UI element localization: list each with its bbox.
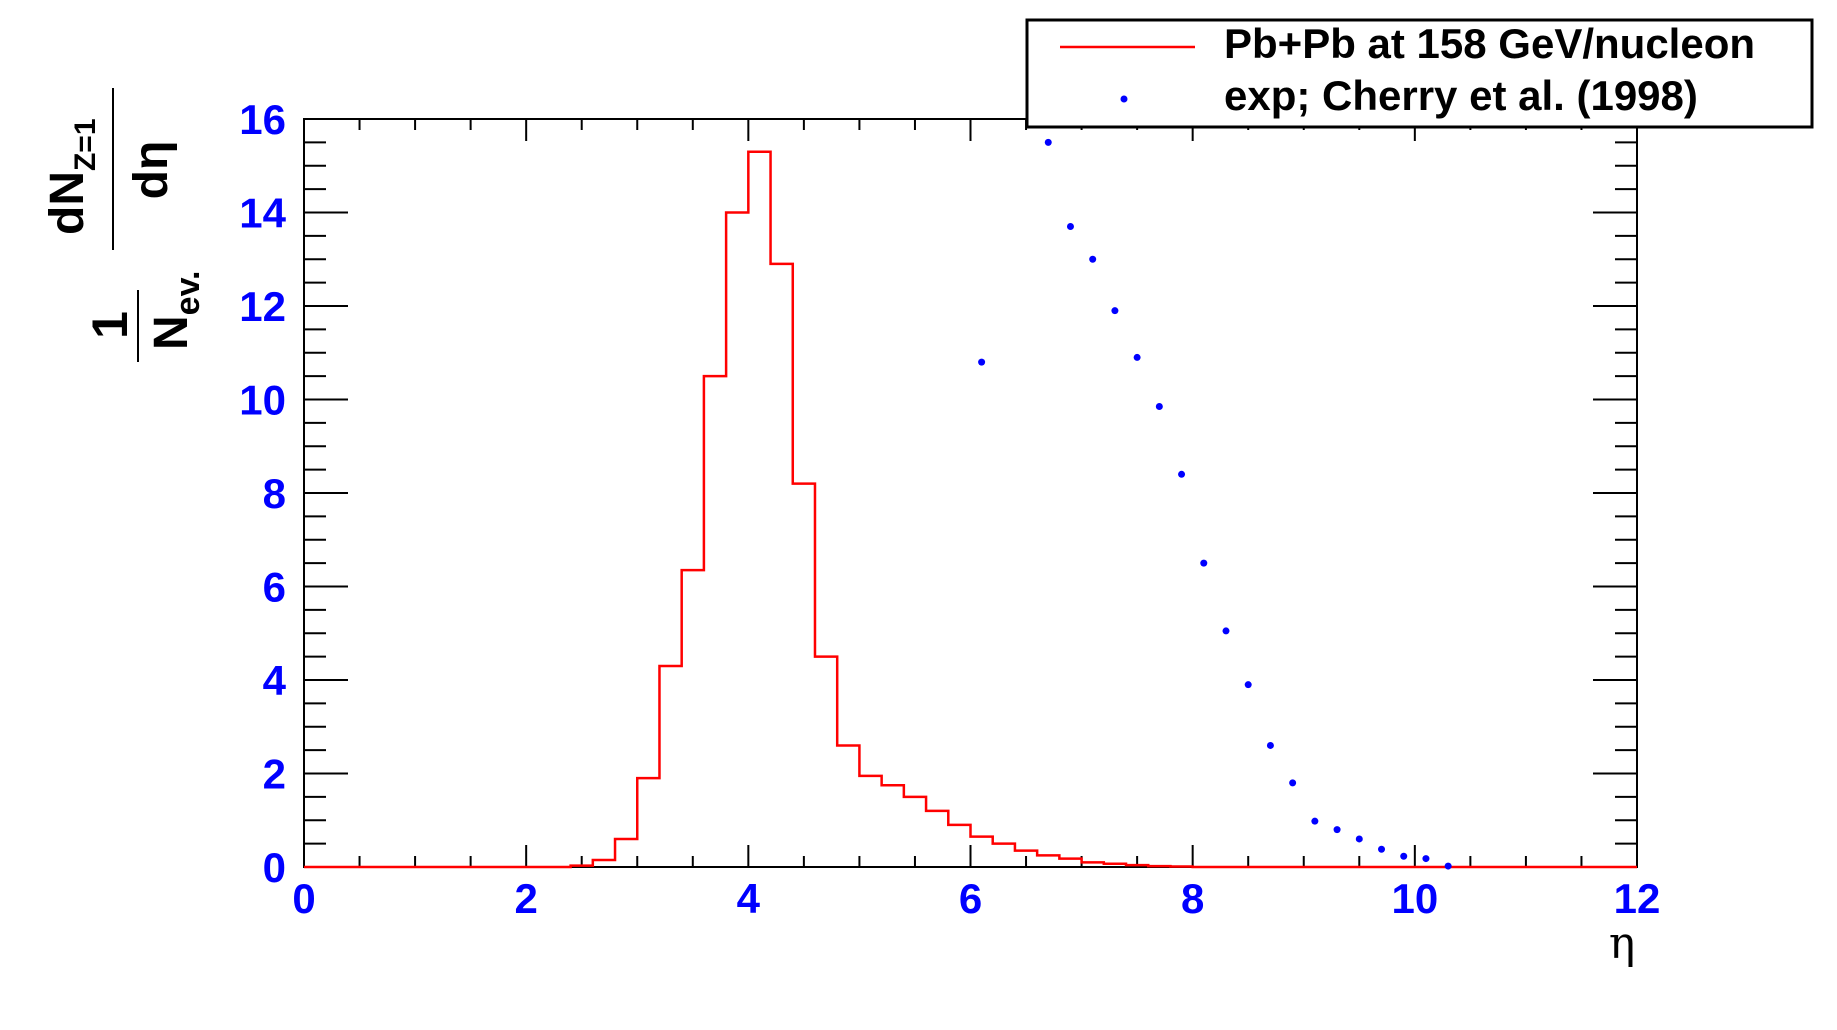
data-point <box>1400 852 1408 860</box>
data-point <box>1222 627 1230 635</box>
y-title-nev-sub: ev. <box>169 271 207 316</box>
data-point <box>1266 741 1274 749</box>
data-point <box>978 358 986 366</box>
x-ticks <box>303 119 1638 867</box>
data-point <box>1244 681 1252 689</box>
data-point <box>1289 779 1297 787</box>
y-tick-labels: 0 2 4 6 8 10 12 14 16 <box>239 96 286 891</box>
histogram-line <box>304 150 1637 869</box>
y-tick-label: 12 <box>239 283 286 330</box>
legend-entry-0: Pb+Pb at 158 GeV/nucleon <box>1224 20 1755 67</box>
y-tick-label: 0 <box>263 844 286 891</box>
legend-box <box>1025 18 1814 129</box>
y-tick-label: 16 <box>239 96 286 143</box>
data-point <box>1333 826 1341 834</box>
y-tick-label: 10 <box>239 377 286 424</box>
y-title-one: 1 <box>82 311 138 339</box>
y-tick-label: 14 <box>239 190 286 237</box>
data-point <box>1311 817 1319 825</box>
x-tick-label: 4 <box>737 875 761 922</box>
y-ticks <box>304 118 1637 868</box>
data-point <box>1066 223 1074 231</box>
y-tick-label: 8 <box>263 470 286 517</box>
x-tick-label: 10 <box>1391 875 1438 922</box>
data-point <box>1133 353 1141 361</box>
y-tick-label: 2 <box>263 751 286 798</box>
plot-frame <box>303 118 1638 868</box>
x-axis-title: η <box>1609 918 1635 969</box>
x-tick-labels: 0 2 4 6 8 10 12 <box>292 875 1660 922</box>
x-tick-label: 2 <box>514 875 537 922</box>
legend: Pb+Pb at 158 GeV/nucleon exp; Cherry et … <box>1025 18 1814 129</box>
x-tick-label: 12 <box>1614 875 1661 922</box>
y-title-nev: Nev. <box>145 271 207 350</box>
data-point <box>1155 403 1163 411</box>
data-point <box>1111 307 1119 315</box>
y-tick-label: 6 <box>263 564 286 611</box>
data-point <box>1378 845 1386 853</box>
legend-entry-1: exp; Cherry et al. (1998) <box>1224 72 1698 119</box>
data-point <box>1444 862 1452 870</box>
data-point <box>1422 855 1430 863</box>
data-point <box>1355 835 1363 843</box>
y-title-dn-main: dN <box>41 171 94 235</box>
x-tick-label: 8 <box>1181 875 1204 922</box>
scatter-series <box>978 138 1452 870</box>
legend-marker-swatch <box>1120 95 1128 103</box>
x-tick-label: 0 <box>292 875 315 922</box>
y-title-nev-main: N <box>145 315 198 350</box>
y-axis-title: 1 Nev. dNZ=1 dη <box>41 88 207 362</box>
data-point <box>1089 255 1097 263</box>
data-point <box>1178 470 1186 478</box>
histogram-series <box>304 150 1637 869</box>
y-title-dn-sub: Z=1 <box>69 118 102 171</box>
y-tick-label: 4 <box>263 657 287 704</box>
y-title-dn: dNZ=1 <box>41 118 102 235</box>
x-tick-label: 6 <box>959 875 982 922</box>
data-point <box>1044 138 1052 146</box>
data-point <box>1200 559 1208 567</box>
y-title-deta: dη <box>125 141 178 200</box>
